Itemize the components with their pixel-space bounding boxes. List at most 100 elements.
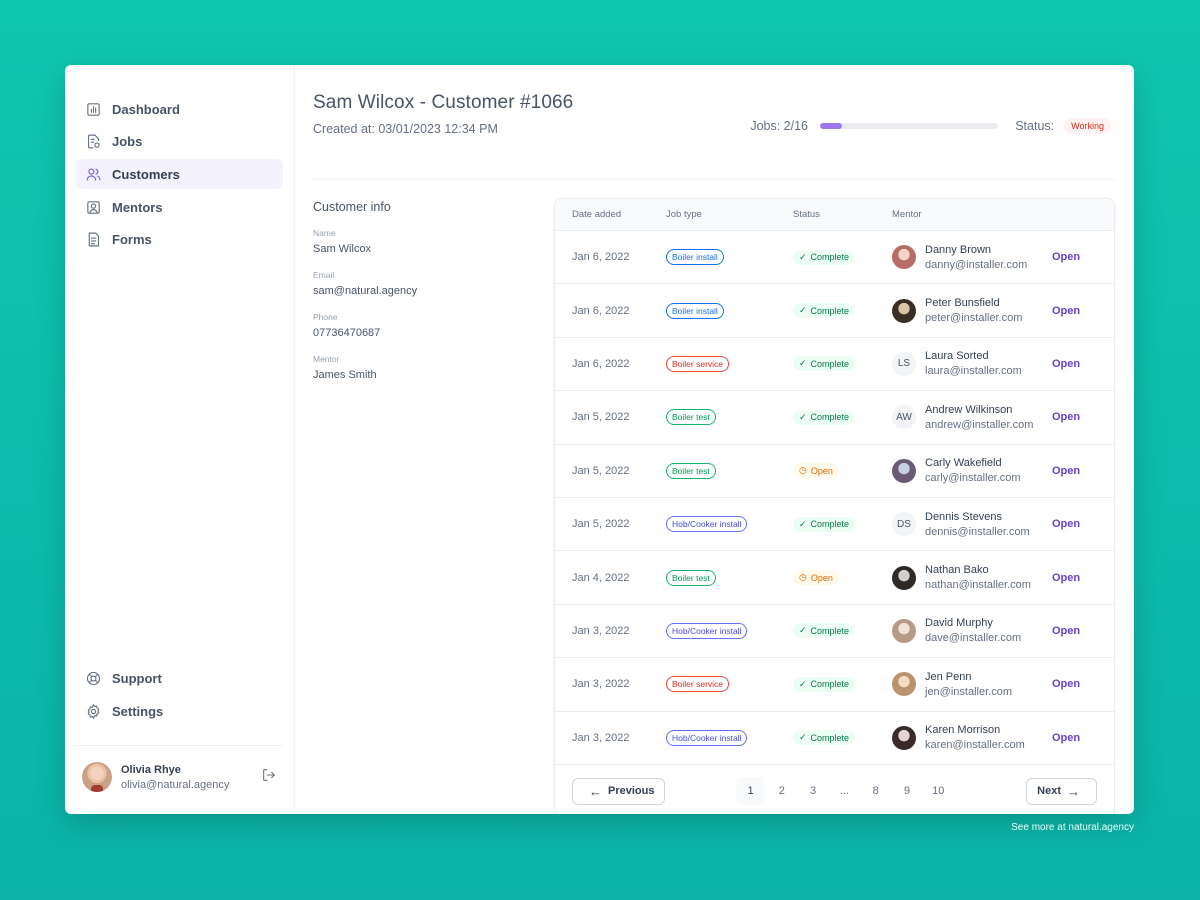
column-header-date[interactable]: Date added — [572, 209, 622, 220]
sidebar-item-dashboard[interactable]: Dashboard — [76, 94, 283, 124]
life-buoy-icon — [84, 670, 102, 688]
job-type-badge: Boiler service — [666, 676, 730, 693]
open-link[interactable]: Open — [1052, 571, 1081, 584]
main-content: Sam Wilcox - Customer #1066 Created at: … — [295, 65, 1134, 814]
date-added: Jan 5, 2022 — [572, 518, 630, 531]
status-badge: ◷ Open — [793, 570, 839, 586]
page-number[interactable]: 3 — [810, 785, 817, 798]
previous-label: Previous — [608, 785, 655, 798]
user-square-icon — [84, 198, 102, 216]
open-link[interactable]: Open — [1052, 464, 1081, 477]
customer-info-panel: Customer info Name Sam Wilcox Email sam@nat… — [313, 198, 554, 814]
mentor-name: Carly Wakefield — [925, 457, 1002, 470]
open-link[interactable]: Open — [1052, 518, 1081, 531]
page-number[interactable]: 2 — [778, 785, 785, 798]
status-badge: ✓ Complete — [793, 303, 856, 319]
email-label: Email — [313, 270, 335, 280]
status-text: Complete — [810, 679, 850, 690]
sidebar-item-support[interactable]: Support — [76, 664, 283, 694]
logout-icon[interactable] — [261, 767, 277, 788]
open-link[interactable]: Open — [1052, 251, 1081, 264]
next-button[interactable]: Next → — [1026, 777, 1097, 805]
page-number[interactable]: 10 — [932, 785, 945, 798]
status-badge: ✓ Complete — [793, 409, 856, 425]
sidebar-item-jobs[interactable]: Jobs — [76, 127, 283, 157]
users-icon — [84, 165, 102, 183]
mentor-name: Danny Brown — [925, 243, 992, 256]
mentor-name: Andrew Wilkinson — [925, 403, 1013, 416]
mentor-avatar — [892, 725, 916, 750]
date-added: Jan 3, 2022 — [572, 678, 630, 691]
mentor-avatar: LS — [892, 351, 916, 376]
customer-info-title: Customer info — [313, 200, 391, 214]
page-number[interactable]: 1 — [736, 777, 765, 806]
page-number[interactable]: 8 — [872, 785, 879, 798]
created-at: Created at: 03/01/2023 12:34 PM — [313, 122, 498, 136]
open-link[interactable]: Open — [1052, 678, 1081, 691]
status-badge: ✓ Complete — [793, 516, 856, 532]
email-value: sam@natural.agency — [313, 285, 418, 297]
status-text: Complete — [810, 252, 850, 263]
customer-status: Status: Working — [1015, 118, 1111, 134]
sidebar-item-label: Settings — [112, 703, 164, 719]
table-row: Jan 5, 2022 Boiler test ◷ Open Carly Wakefie… — [555, 445, 1114, 498]
mentor-label: Mentor — [313, 354, 340, 364]
mentor-name: Dennis Stevens — [925, 510, 1003, 523]
status-text: Complete — [810, 625, 850, 636]
date-added: Jan 4, 2022 — [572, 571, 630, 584]
job-type-badge: Hob/Cooker install — [666, 516, 748, 533]
footer-note[interactable]: See more at natural.agency — [1011, 822, 1134, 833]
mentor-cell: LS Laura Sorted laura@installer.com — [892, 350, 1052, 377]
date-added: Jan 5, 2022 — [572, 411, 630, 424]
column-header-status[interactable]: Status — [793, 209, 820, 220]
job-type-badge: Boiler service — [666, 355, 730, 372]
jobs-label: Jobs: 2/16 — [750, 119, 808, 133]
status-badge: Working — [1064, 118, 1111, 134]
status-text: Open — [810, 465, 833, 476]
check-icon: ✓ — [799, 678, 807, 689]
date-added: Jan 3, 2022 — [572, 731, 630, 744]
mentor-avatar — [892, 458, 916, 483]
open-link[interactable]: Open — [1052, 357, 1081, 370]
mentor-email: nathan@installer.com — [925, 579, 1031, 592]
mentor-cell: AW Andrew Wilkinson andrew@installer.com — [892, 404, 1052, 431]
mentor-name: Jen Penn — [925, 670, 972, 683]
mentor-name: Nathan Bako — [925, 564, 989, 577]
previous-button[interactable]: ← Previous — [572, 777, 666, 805]
phone-value: 07736470687 — [313, 327, 381, 339]
sidebar-item-mentors[interactable]: Mentors — [76, 192, 283, 222]
sidebar-item-forms[interactable]: Forms — [76, 225, 283, 255]
date-added: Jan 6, 2022 — [572, 357, 630, 370]
job-type-badge: Boiler test — [666, 409, 716, 426]
mentor-email: dave@installer.com — [925, 632, 1022, 645]
open-link[interactable]: Open — [1052, 411, 1081, 424]
table-row: Jan 6, 2022 Boiler install ✓ Complete Danny … — [555, 231, 1114, 285]
job-type-badge: Boiler install — [666, 249, 724, 266]
sidebar-item-customers[interactable]: Customers — [76, 159, 283, 190]
table-row: Jan 3, 2022 Hob/Cooker install ✓ Complete Da… — [555, 605, 1114, 659]
mentor-cell: Nathan Bako nathan@installer.com — [892, 564, 1052, 591]
clock-icon: ◷ — [799, 572, 807, 583]
jobs-table: Date added Job type Status Mentor Jan 6,… — [554, 198, 1115, 814]
page-numbers: 1 2 3... 8 9 10 — [736, 777, 955, 806]
open-link[interactable]: Open — [1052, 624, 1081, 637]
user-avatar[interactable] — [82, 762, 112, 792]
page-number[interactable]: 9 — [903, 785, 911, 798]
page-title: Sam Wilcox - Customer #1066 — [313, 92, 574, 113]
mentor-name: Laura Sorted — [925, 350, 989, 363]
file-icon — [84, 231, 102, 249]
mentor-email: danny@installer.com — [925, 258, 1028, 271]
sidebar-item-label: Forms — [112, 232, 152, 248]
column-header-job-type[interactable]: Job type — [666, 209, 702, 220]
column-header-mentor[interactable]: Mentor — [892, 209, 922, 220]
mentor-value: James Smith — [313, 369, 377, 381]
status-text: Complete — [810, 519, 850, 530]
status-text: Complete — [810, 412, 850, 423]
job-type-badge: Hob/Cooker install — [666, 729, 748, 746]
open-link[interactable]: Open — [1052, 304, 1081, 317]
sidebar-item-label: Customers — [112, 166, 180, 182]
sidebar-item-settings[interactable]: Settings — [76, 696, 283, 726]
jobs-progress-bar — [820, 123, 998, 129]
open-link[interactable]: Open — [1052, 731, 1081, 744]
clock-icon: ◷ — [799, 465, 807, 476]
